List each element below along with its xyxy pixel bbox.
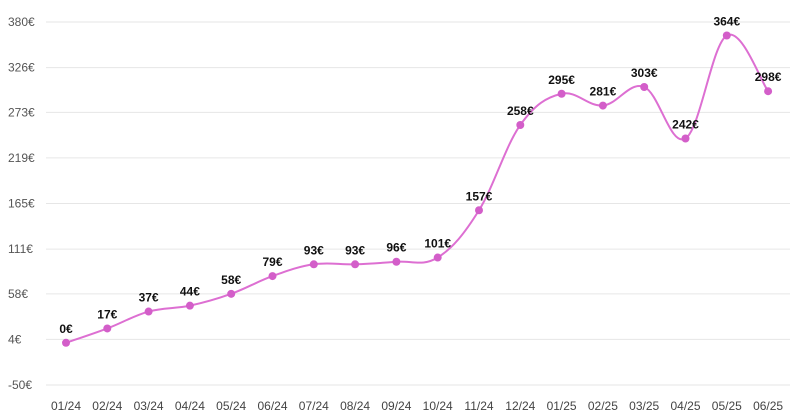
x-tick-label: 12/24 [505,399,535,413]
data-label: 303€ [631,66,658,80]
y-tick-label: -50€ [8,378,32,392]
y-tick-label: 111€ [8,242,33,256]
data-point[interactable] [640,83,649,92]
data-point[interactable] [433,253,442,262]
y-tick-label: 380€ [8,15,35,29]
data-label: 295€ [548,73,575,87]
data-point[interactable] [185,301,194,310]
data-point[interactable] [516,120,525,129]
data-point[interactable] [268,272,277,281]
data-label: 37€ [139,291,159,305]
data-point[interactable] [309,260,318,269]
data-point[interactable] [62,338,70,347]
x-tick-label: 09/24 [381,399,411,413]
y-tick-label: 273€ [8,105,35,119]
data-point[interactable] [598,101,607,110]
y-tick-label: 165€ [8,197,35,211]
x-tick-label: 06/24 [257,399,287,413]
data-point[interactable] [764,87,773,96]
data-label: 58€ [221,273,241,287]
points-layer [62,31,773,347]
x-tick-label: 02/24 [92,399,122,413]
data-point[interactable] [681,134,690,143]
data-label: 17€ [97,307,117,321]
data-point[interactable] [227,289,236,298]
data-point[interactable] [475,206,483,215]
y-tick-label: 4€ [8,332,22,346]
series-layer [65,33,769,344]
x-tick-label: 04/25 [670,399,700,413]
x-tick-label: 04/24 [175,399,205,413]
x-tick-label: 02/25 [588,399,618,413]
x-tick-label: 05/24 [216,399,246,413]
data-point[interactable] [392,257,401,266]
y-axis: -50€ 4€ 58€ 111€ 165€ 219€ 273€ 326€ 380€ [8,15,35,392]
x-tick-label: 03/25 [629,399,659,413]
data-label: 0€ [59,322,73,336]
data-label: 93€ [304,243,324,257]
data-label: 93€ [345,243,365,257]
data-label: 79€ [262,255,282,269]
x-tick-label: 03/24 [134,399,164,413]
data-label: 242€ [672,117,699,131]
y-tick-label: 219€ [8,151,35,165]
data-label: 96€ [386,241,406,255]
data-labels-layer: 0€ 17€ 37€ 44€ 58€ 79€ 93€ 93€ 96€ 101€ 157€ 258€ 29… [59,15,781,336]
data-point[interactable] [351,260,360,269]
series-line [65,33,769,344]
data-label: 364€ [713,15,740,29]
data-label: 281€ [590,85,617,99]
x-tick-label: 06/25 [753,399,783,413]
x-tick-label: 07/24 [299,399,329,413]
y-tick-label: 326€ [8,61,35,75]
data-point[interactable] [103,324,112,333]
data-label: 44€ [180,285,200,299]
data-label: 298€ [755,70,782,84]
x-axis: 01/24 02/24 03/24 04/24 05/24 06/24 07/24 08/24… [51,399,783,413]
x-tick-label: 01/25 [547,399,577,413]
data-label: 258€ [507,104,534,118]
x-tick-label: 08/24 [340,399,370,413]
x-tick-label: 11/24 [464,399,493,413]
x-tick-label: 10/24 [423,399,453,413]
x-tick-label: 05/25 [712,399,742,413]
data-point[interactable] [144,307,153,316]
data-label: 157€ [466,189,493,203]
data-point[interactable] [722,31,731,40]
data-label: 101€ [424,237,451,251]
y-tick-label: 58€ [8,287,28,301]
x-tick-label: 01/24 [51,399,81,413]
data-point[interactable] [557,89,566,98]
grid-layer [46,21,790,386]
